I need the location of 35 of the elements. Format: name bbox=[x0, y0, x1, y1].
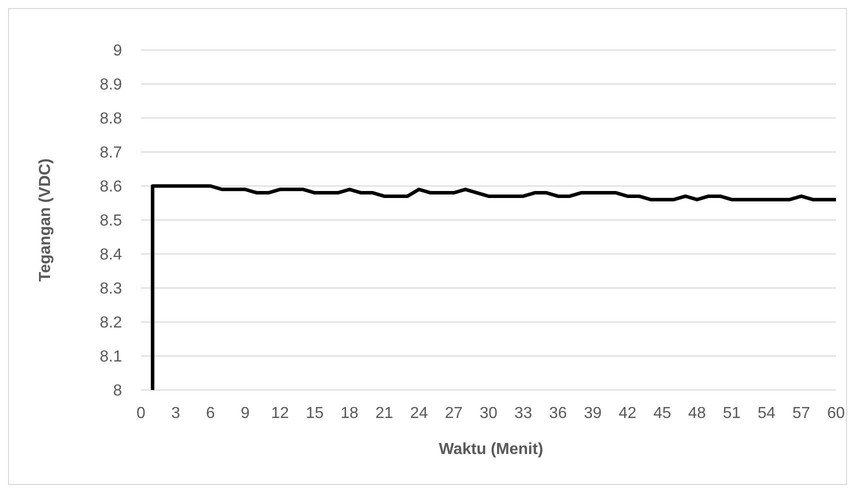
x-tick-label: 33 bbox=[514, 405, 532, 422]
y-axis-title: Tegangan (VDC) bbox=[37, 158, 54, 282]
x-tick-label: 3 bbox=[171, 405, 180, 422]
x-tick-label: 15 bbox=[306, 405, 324, 422]
x-axis-title: Waktu (Menit) bbox=[438, 441, 544, 458]
x-tick-label: 48 bbox=[688, 405, 706, 422]
x-tick-label: 6 bbox=[206, 405, 216, 422]
y-tick-label: 8.8 bbox=[100, 110, 122, 128]
x-tick-label: 21 bbox=[375, 405, 394, 422]
x-tick-label: 9 bbox=[240, 405, 250, 422]
x-tick-label: 0 bbox=[136, 405, 146, 422]
x-tick-label: 60 bbox=[827, 405, 845, 422]
y-tick-label: 8.7 bbox=[100, 144, 122, 162]
x-tick-label: 57 bbox=[792, 405, 810, 422]
x-tick-label: 12 bbox=[271, 405, 289, 422]
x-tick-label: 18 bbox=[340, 405, 358, 422]
x-tick-label: 51 bbox=[722, 405, 741, 422]
x-tick-label: 36 bbox=[549, 405, 567, 422]
x-tick-label: 24 bbox=[410, 405, 428, 422]
x-tick-label: 30 bbox=[480, 405, 498, 422]
y-tick-label: 9 bbox=[113, 42, 122, 60]
x-tick-label: 45 bbox=[653, 405, 672, 422]
y-tick-label: 8.4 bbox=[100, 246, 122, 264]
line-series bbox=[150, 184, 838, 392]
y-tick-label: 8.6 bbox=[100, 178, 122, 196]
x-tick-label: 42 bbox=[618, 405, 636, 422]
y-tick-label: 8.2 bbox=[100, 314, 122, 332]
x-tick-label: 54 bbox=[758, 405, 776, 422]
y-tick-label: 8.9 bbox=[100, 76, 122, 94]
y-tick-label: 8.5 bbox=[100, 212, 122, 230]
x-tick-label: 27 bbox=[444, 405, 463, 422]
y-tick-label: 8.1 bbox=[100, 348, 122, 366]
y-tick-label: 8 bbox=[113, 382, 122, 400]
x-tick-label: 39 bbox=[584, 405, 602, 422]
y-tick-label: 8.3 bbox=[100, 280, 122, 298]
